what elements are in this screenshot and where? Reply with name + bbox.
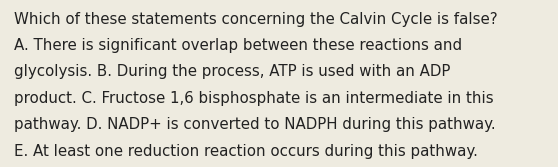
Text: pathway. D. NADP+ is converted to NADPH during this pathway.: pathway. D. NADP+ is converted to NADPH … [14,117,496,132]
Text: Which of these statements concerning the Calvin Cycle is false?: Which of these statements concerning the… [14,12,498,27]
Text: glycolysis. B. During the process, ATP is used with an ADP: glycolysis. B. During the process, ATP i… [14,64,450,79]
Text: E. At least one reduction reaction occurs during this pathway.: E. At least one reduction reaction occur… [14,144,478,159]
Text: product. C. Fructose 1,6 bisphosphate is an intermediate in this: product. C. Fructose 1,6 bisphosphate is… [14,91,494,106]
Text: A. There is significant overlap between these reactions and: A. There is significant overlap between … [14,38,462,53]
